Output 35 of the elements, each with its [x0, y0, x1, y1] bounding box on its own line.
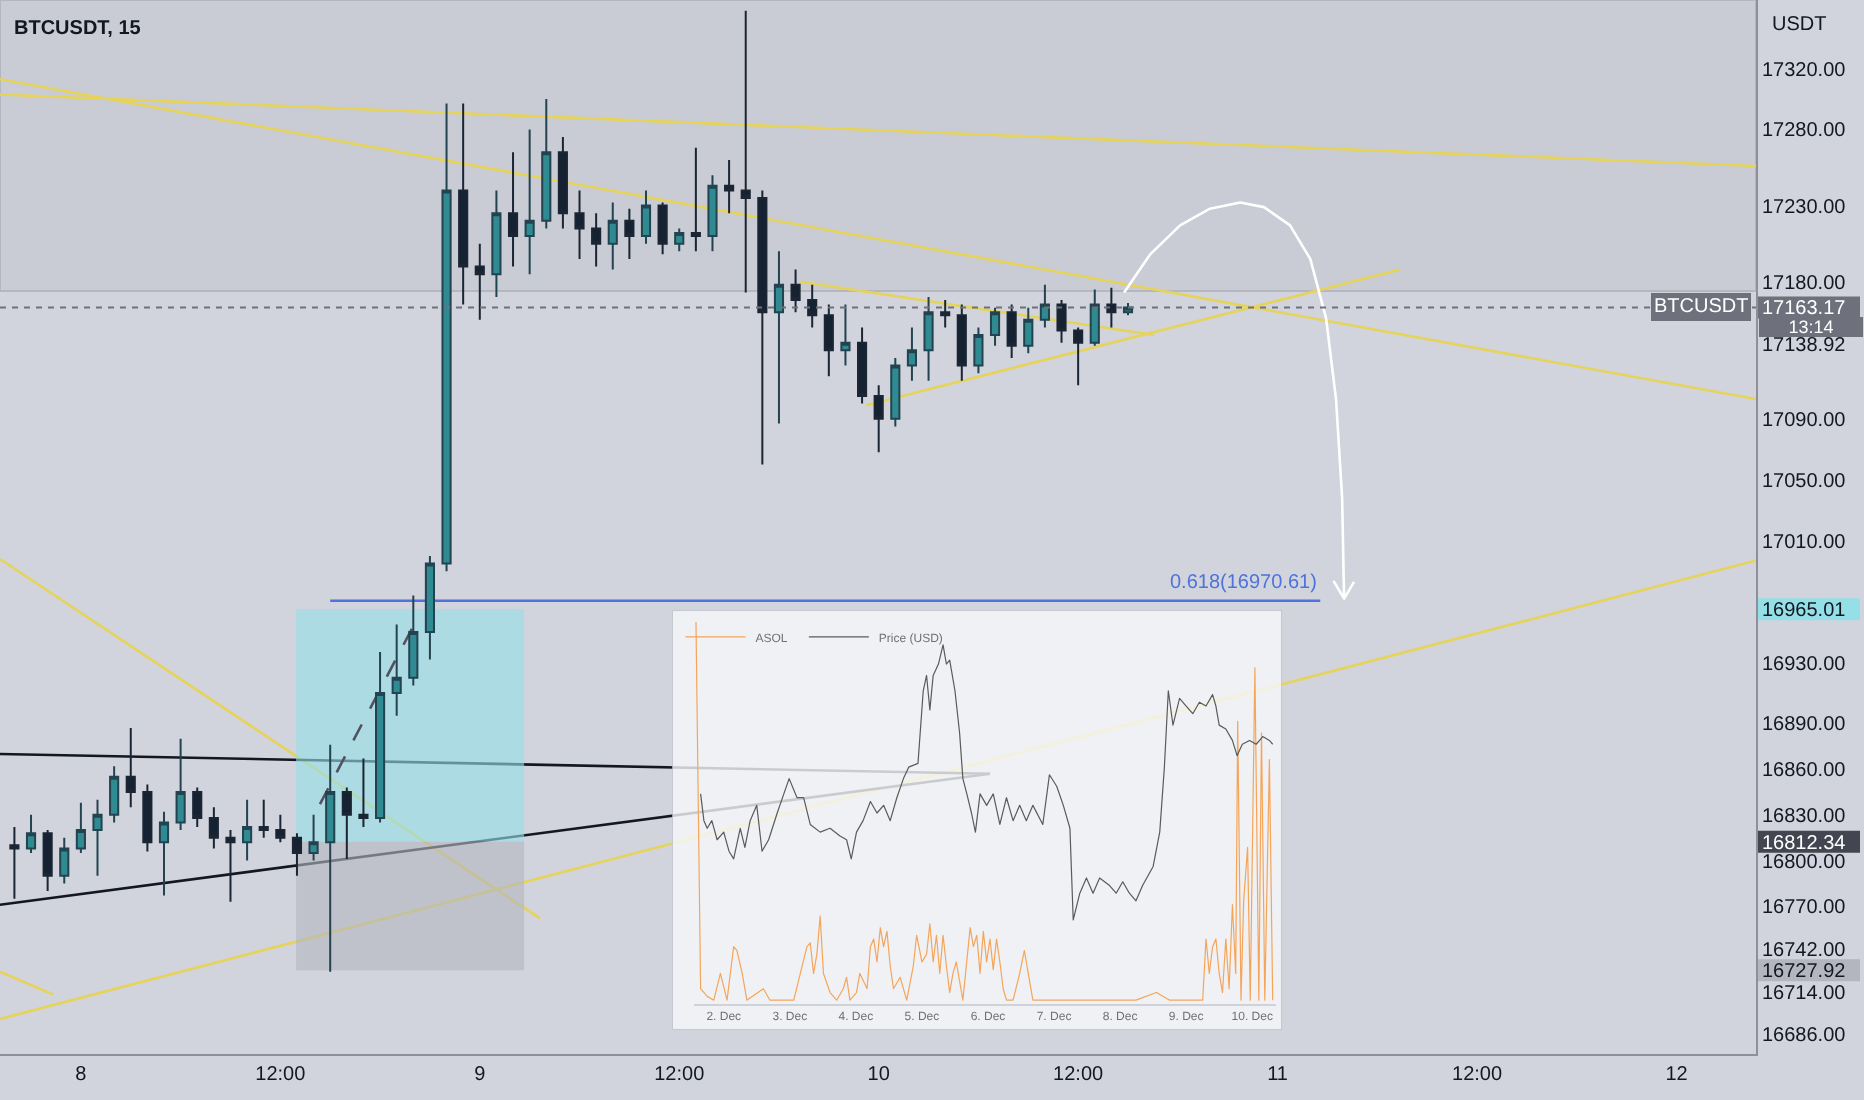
y-tick-label: 16800.00: [1762, 851, 1847, 874]
x-tick-label: 10: [867, 1064, 891, 1086]
text: 13:14: [1788, 317, 1834, 337]
x-tick-label: 12:00: [1053, 1064, 1105, 1086]
y-tick-label: 17163.17: [1762, 298, 1847, 321]
y-tick-label: 17138.92: [1762, 335, 1847, 358]
series-label: 0.618(16970.61): [1170, 572, 1317, 594]
y-tick-label: 16686.00: [1762, 1025, 1847, 1048]
y-tick-label: 17320.00: [1762, 59, 1847, 82]
y-tick-label: 17280.00: [1762, 120, 1847, 143]
y-tick-label: 16742.00: [1762, 939, 1847, 962]
x-tick-label: 9: [474, 1064, 487, 1086]
y-tick-label: 17050.00: [1762, 470, 1847, 493]
y-tick-label: 17180.00: [1762, 272, 1847, 295]
ref-line-label: BTCUSDT: [1654, 296, 1749, 318]
y-tick-label: 16812.34: [1762, 832, 1847, 855]
y-tick-label: 17010.00: [1762, 531, 1847, 554]
y-tick-label: 17090.00: [1762, 409, 1847, 432]
y-tick-label: 16770.00: [1762, 897, 1847, 920]
x-tick-label: 12:00: [1452, 1064, 1503, 1086]
x-tick-label: 12:00: [654, 1064, 706, 1086]
y-tick-label: 16965.01: [1762, 600, 1847, 623]
y-tick-label: 16714.00: [1762, 982, 1847, 1005]
y-tick-label: 16860.00: [1762, 760, 1847, 783]
y-tick-label: 17230.00: [1762, 196, 1847, 219]
y-axis-title: USDT: [1772, 14, 1827, 36]
y-tick-label: 16727.92: [1762, 961, 1847, 984]
y-tick-label: 16930.00: [1762, 653, 1847, 676]
y-tick-label: 16890.00: [1762, 714, 1847, 737]
x-tick-label: 12: [1665, 1064, 1689, 1086]
text: BTCUSDT, 15: [14, 18, 142, 40]
x-tick-label: 11: [1267, 1064, 1289, 1086]
x-tick-label: 8: [75, 1064, 88, 1086]
y-tick-label: 16830.00: [1762, 805, 1847, 828]
x-tick-label: 12:00: [255, 1064, 307, 1086]
